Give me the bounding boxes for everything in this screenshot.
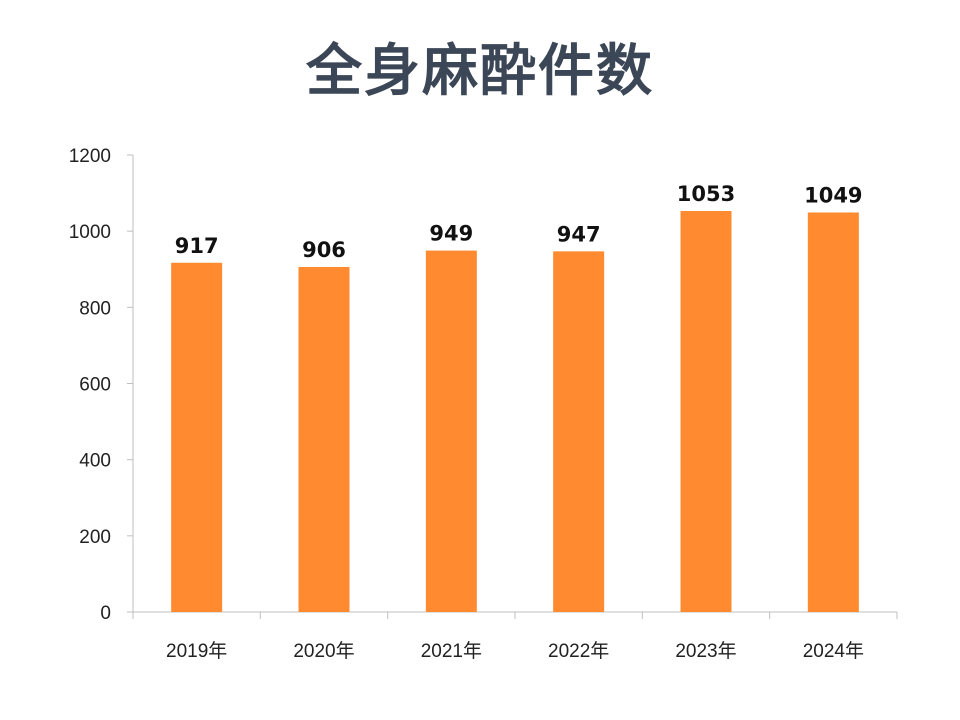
chart-title: 全身麻酔件数 — [306, 39, 654, 104]
y-tick-label: 1000 — [69, 222, 111, 243]
bar — [553, 251, 605, 612]
x-tick-label: 2023年 — [675, 640, 736, 662]
data-label: 917 — [175, 234, 219, 258]
bar — [298, 266, 350, 612]
x-tick-label: 2022年 — [548, 640, 609, 662]
x-tick-label: 2021年 — [421, 640, 482, 662]
data-label: 949 — [429, 222, 473, 246]
data-label: 1053 — [677, 182, 735, 206]
data-label: 1049 — [804, 184, 862, 208]
bars — [171, 210, 859, 613]
x-tick-label: 2024年 — [803, 640, 864, 662]
y-tick-label: 200 — [79, 527, 111, 548]
bar — [425, 250, 477, 612]
data-label: 906 — [302, 238, 346, 262]
y-tick-label: 600 — [79, 375, 111, 396]
bar — [807, 212, 859, 612]
data-labels: 917 906 949 947 1053 1049 — [175, 182, 863, 262]
bar — [171, 262, 223, 612]
x-tick-label: 2020年 — [293, 640, 354, 662]
y-tick-label: 400 — [79, 451, 111, 472]
y-tick-label: 0 — [100, 603, 111, 624]
y-tick-label: 1200 — [69, 146, 111, 167]
bar — [680, 210, 732, 613]
y-tick-label: 800 — [79, 298, 111, 319]
data-label: 947 — [557, 222, 601, 246]
x-tick-label: 2019年 — [166, 640, 227, 662]
axes: 0 200 400 600 800 1000 1200 2019年 2020年 2021年 2022… — [69, 146, 898, 662]
